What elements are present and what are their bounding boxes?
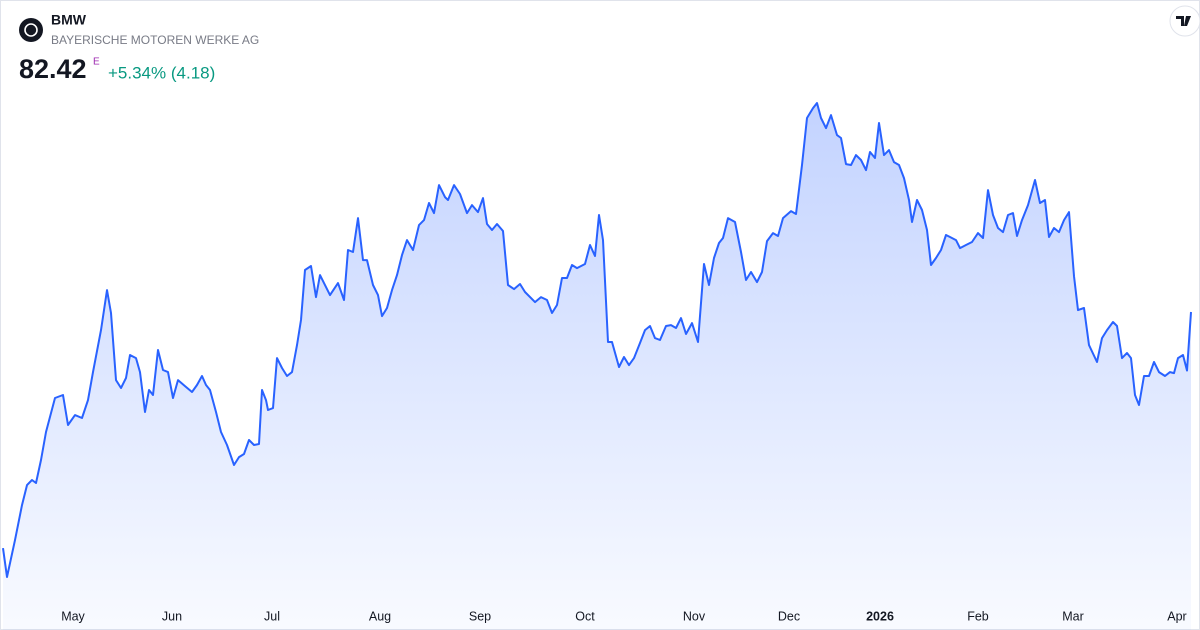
logo xyxy=(19,18,43,42)
x-tick-label: Aug xyxy=(369,609,391,623)
tv-logo xyxy=(1169,5,1200,37)
logo-ring xyxy=(24,23,38,37)
x-tick-label: Oct xyxy=(575,609,595,623)
price-change: +5.34% (4.18) xyxy=(108,63,215,82)
x-tick-label: Mar xyxy=(1062,609,1084,623)
company-name: BAYERISCHE MOTOREN WERKE AG xyxy=(51,33,259,47)
area-fill xyxy=(3,103,1191,630)
x-tick-label: Jun xyxy=(162,609,182,623)
symbol: BMW xyxy=(51,12,87,28)
x-tick-label: Feb xyxy=(967,609,989,623)
x-tick-label: Apr xyxy=(1167,609,1186,623)
x-tick-label: Jul xyxy=(264,609,280,623)
x-tick-label: 2026 xyxy=(866,609,894,623)
plot xyxy=(2,102,1192,630)
x-tick-label: May xyxy=(61,609,85,623)
x-tick-label: Dec xyxy=(778,609,800,623)
x-tick-label: Nov xyxy=(683,609,706,623)
price-line xyxy=(2,102,1192,578)
price: 82.42 xyxy=(19,54,87,84)
x-tick-label: Sep xyxy=(469,609,491,623)
price-flag: E xyxy=(93,57,100,68)
